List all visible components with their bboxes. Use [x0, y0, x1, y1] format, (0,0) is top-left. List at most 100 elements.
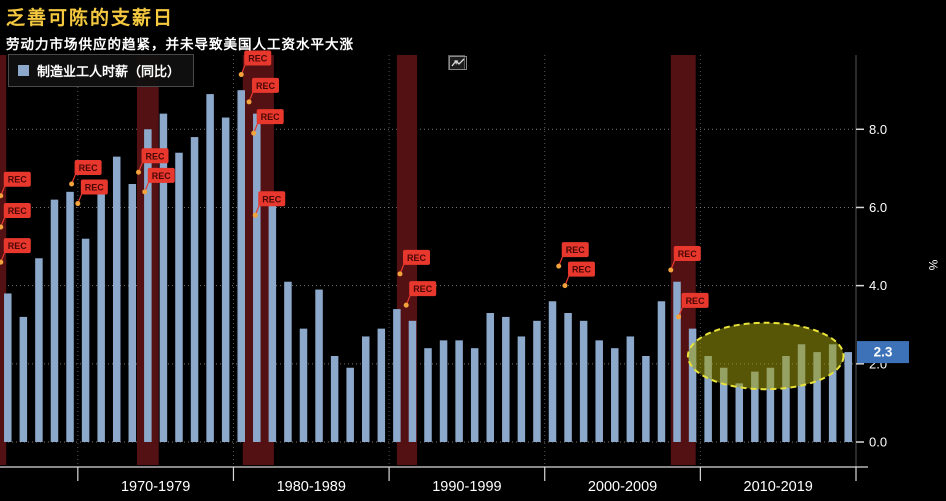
rec-flag-label: REC [566, 245, 586, 255]
rec-flag-label: REC [248, 54, 268, 64]
chart-type-button[interactable]: ▾ [448, 55, 467, 70]
bar-2004 [611, 348, 619, 442]
rec-flag [74, 160, 102, 175]
y-axis-tick-label: 6.0 [869, 200, 887, 215]
rec-flag [3, 238, 31, 254]
rec-flag [244, 50, 272, 66]
rec-flag-dot [403, 302, 409, 308]
chart-subtitle: 劳动力市场供应的趋紧，并未导致美国人工资水平大涨 [6, 37, 354, 52]
bar-1975 [159, 113, 168, 443]
bar-1977 [190, 137, 199, 442]
chart-canvas: REC REC REC REC REC REC REC REC REC REC REC REC REC R… [0, 50, 940, 495]
rec-flag-label: REC [407, 253, 427, 263]
y-axis-tick-label: 0.0 [869, 435, 887, 450]
last-value-box [857, 341, 909, 364]
rec-flag-dot [246, 99, 252, 105]
bar-1967 [35, 258, 43, 442]
x-axis-label: 2010-2019 [744, 479, 813, 495]
chart-header: 乏善可陈的支薪日 劳动力市场供应的趋紧，并未导致美国人工资水平大涨 [6, 3, 354, 53]
rec-flag-dot [668, 267, 674, 273]
rec-flag [409, 281, 437, 297]
rec-flag-dot [69, 181, 75, 187]
bar-1999 [533, 320, 541, 442]
rec-flag [141, 148, 169, 164]
bar-1983 [284, 281, 292, 442]
rec-flag-label: REC [146, 151, 166, 161]
rec-flag [3, 203, 31, 218]
y-axis-unit: % [926, 260, 940, 271]
bar-1970 [81, 238, 90, 442]
rec-flag-dot [0, 193, 4, 199]
bar-2019 [844, 352, 852, 442]
bar-2007 [657, 301, 666, 442]
bar-2013 [751, 371, 759, 442]
bar-2011 [719, 367, 728, 442]
bar-2001 [564, 313, 572, 442]
rec-flag [567, 261, 595, 277]
bar-2000 [548, 301, 557, 442]
rec-flag-label: REC [686, 296, 706, 306]
rec-flag [673, 246, 701, 261]
bar-2008 [673, 281, 681, 442]
rec-flag-dot [0, 224, 4, 230]
rec-flag [681, 292, 709, 308]
bar-1976 [175, 152, 183, 442]
rec-flag [561, 242, 589, 258]
legend[interactable]: 制造业工人时薪（同比） [8, 54, 195, 87]
x-axis-label: 1990-1999 [432, 479, 501, 495]
rec-flag-label: REC [261, 112, 281, 122]
rec-flag [402, 249, 430, 265]
bar-2006 [642, 356, 650, 442]
bar-1968 [50, 199, 59, 442]
bar-2003 [595, 340, 603, 442]
bar-1980 [237, 90, 245, 442]
bar-1992 [424, 348, 432, 442]
rec-flag [147, 167, 175, 183]
bar-1997 [502, 316, 510, 442]
rec-flag-dot [75, 201, 81, 207]
bar-1988 [361, 336, 370, 442]
y-axis-tick-label: 8.0 [869, 122, 887, 137]
x-axis-label: 1980-1989 [277, 479, 346, 495]
bar-1984 [299, 328, 308, 442]
bar-2017 [813, 352, 821, 442]
bar-1985 [315, 289, 323, 442]
recession-band [0, 55, 7, 465]
line-chart-icon [449, 56, 467, 70]
bar-1965 [4, 293, 12, 442]
bar-1986 [330, 356, 339, 442]
bar-1990 [393, 309, 401, 442]
bar-2016 [797, 344, 806, 442]
bar-2018 [828, 344, 837, 442]
rec-flag-dot [556, 263, 562, 269]
rec-flag [252, 77, 280, 93]
rec-flag-label: REC [256, 81, 276, 91]
bar-2012 [735, 383, 744, 442]
last-value-label: 2.3 [874, 345, 893, 360]
rec-flag-dot [562, 283, 568, 289]
bar-2015 [782, 356, 790, 442]
rec-flag [256, 109, 284, 125]
bar-1978 [206, 94, 214, 442]
bar-2014 [766, 367, 775, 442]
x-axis-label: 1970-1979 [121, 479, 190, 495]
bar-1987 [346, 367, 354, 442]
bar-1995 [470, 348, 479, 442]
bar-2005 [626, 336, 635, 442]
rec-flag-dot [0, 259, 4, 265]
bar-1993 [439, 340, 448, 442]
legend-series-swatch [18, 65, 29, 76]
rec-flag-dot [397, 271, 403, 277]
chart-title: 乏善可陈的支薪日 [6, 8, 175, 29]
rec-flag-dot [252, 212, 258, 218]
rec-flag-label: REC [79, 163, 99, 173]
rec-flag-label: REC [8, 175, 28, 185]
rec-flag-dot [251, 130, 257, 136]
rec-flag-label: REC [413, 284, 433, 294]
bar-1979 [221, 117, 230, 442]
rec-flag [80, 179, 108, 195]
rec-flag [258, 191, 286, 207]
chart-area: REC REC REC REC REC REC REC REC REC REC REC REC REC R… [0, 50, 946, 501]
bar-1974 [144, 129, 152, 442]
